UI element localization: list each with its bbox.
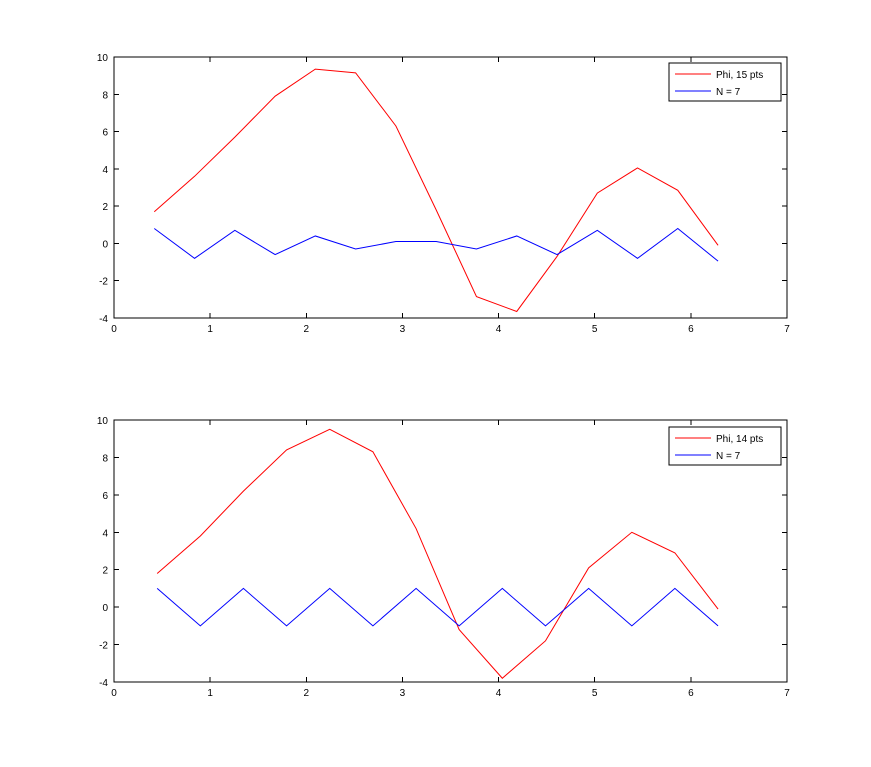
x-tick-label: 0 [111,688,117,699]
x-tick-label: 7 [784,324,790,335]
series-line-phi [156,428,719,679]
y-tick-label: -2 [99,641,108,652]
axes-1: 0 1 2 3 4 5 6 7 -4 -2 0 2 4 6 8 10 Phi, 15 pts N = 7 [97,53,790,335]
x-tick-label: 7 [784,688,790,699]
y-tick-label: -2 [99,277,108,288]
x-tick-label: 4 [496,688,502,699]
legend: Phi, 15 pts N = 7 [668,62,782,102]
y-tick-label: 8 [102,453,108,464]
x-tick-label: 4 [496,324,502,335]
y-tick-label: 2 [102,566,108,577]
x-tick-label: 1 [207,688,213,699]
y-tick-label: 0 [102,239,108,250]
legend-label: N = 7 [716,87,741,98]
x-tick-label: 0 [111,324,117,335]
y-tick-label: 6 [102,491,108,502]
y-tick-label: -4 [99,678,108,689]
legend-label: N = 7 [716,451,741,462]
x-tick-label: 2 [304,324,310,335]
y-tick-label: 6 [102,128,108,139]
y-tick-label: 4 [102,528,108,539]
legend-box [668,426,782,466]
legend-label: Phi, 14 pts [716,434,763,445]
y-tick-label: -4 [99,314,108,325]
x-tick-label: 3 [400,688,406,699]
y-tick-label: 4 [102,165,108,176]
legend: Phi, 14 pts N = 7 [668,426,782,466]
y-tick-label: 8 [102,90,108,101]
series-line-phi [153,68,719,313]
x-tick-label: 1 [207,324,213,335]
x-tick-label: 3 [400,324,406,335]
y-tick-label: 0 [102,603,108,614]
y-tick-label: 10 [97,416,109,427]
series-line-n7 [153,227,719,262]
x-tick-label: 2 [304,688,310,699]
x-tick-label: 5 [592,688,598,699]
legend-label: Phi, 15 pts [716,70,763,81]
legend-box [668,62,782,102]
y-tick-label: 10 [97,53,109,64]
x-tick-label: 5 [592,324,598,335]
x-tick-label: 6 [688,324,694,335]
y-tick-label: 2 [102,202,108,213]
series-line-n7 [156,587,719,627]
x-tick-label: 6 [688,688,694,699]
axes-2: 0 1 2 3 4 5 6 7 -4 -2 0 2 4 6 8 10 Phi, 14 pts N = 7 [97,416,790,699]
